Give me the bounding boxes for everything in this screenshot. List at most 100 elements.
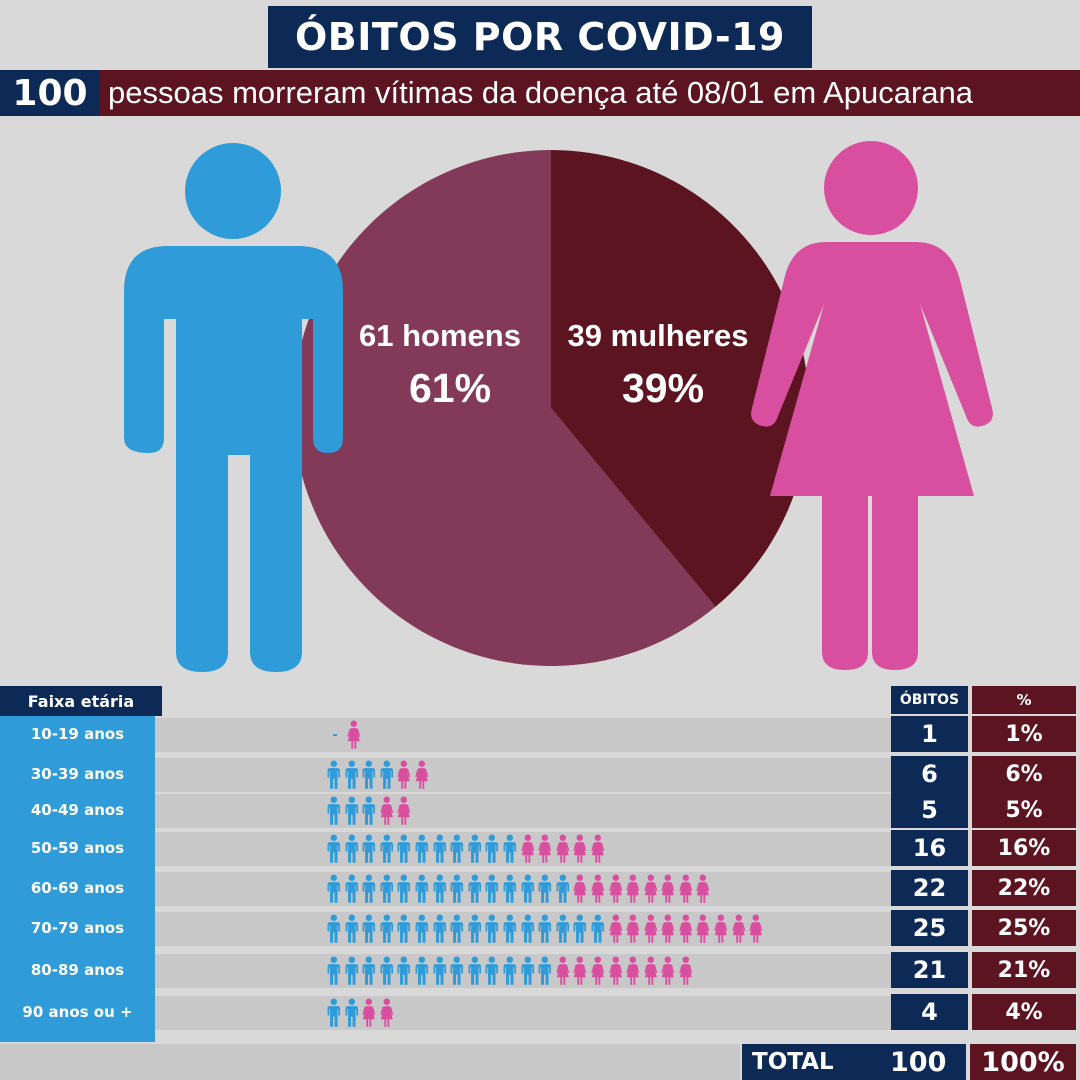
- female-figure-icon: [714, 914, 728, 943]
- female-figure-icon: [731, 914, 745, 943]
- male-figure-icon: [345, 956, 358, 985]
- male-figure-icon: [556, 874, 569, 903]
- male-figure-icon: [327, 956, 341, 985]
- age-range-label: 90 anos ou +: [22, 1003, 133, 1021]
- percent-cell: 16%: [972, 830, 1076, 866]
- table-row: 90 anos ou + 4 4%: [0, 994, 1080, 1030]
- total-count: 100: [890, 1046, 947, 1078]
- female-figure-icon: [573, 956, 587, 985]
- male-figure-icon: [362, 874, 376, 903]
- male-figure-icon: [485, 874, 499, 903]
- female-figure-icon: [696, 914, 710, 943]
- death-count-cell: 6: [891, 756, 968, 792]
- female-figure-icon: [538, 834, 552, 863]
- male-figure-icon: [450, 956, 464, 985]
- male-figure-icon: [433, 914, 446, 943]
- female-figure-icon: [626, 874, 640, 903]
- age-range-label: 40-49 anos: [30, 801, 125, 819]
- death-count-cell: 1: [891, 716, 968, 752]
- male-figure-icon: [327, 834, 341, 863]
- male-figure-icon: [415, 874, 429, 903]
- male-figure-icon: [485, 956, 499, 985]
- table-row: 10-19 anos - 1 1%: [0, 716, 1080, 752]
- male-figure-icon: [345, 998, 358, 1027]
- total-label: TOTAL: [752, 1049, 834, 1075]
- male-figure-icon: [450, 914, 464, 943]
- male-figure-icon: [124, 143, 343, 672]
- pie-percent-women: 39%: [621, 365, 705, 411]
- table-row: 70-79 anos 25 25%: [0, 910, 1080, 946]
- male-figure-icon: [327, 760, 341, 789]
- male-figure-icon: [468, 834, 481, 863]
- pie-percent-men: 61%: [408, 365, 492, 411]
- male-figure-icon: [538, 956, 552, 985]
- female-figure-icon: [591, 834, 605, 863]
- percent-cell: 22%: [972, 870, 1076, 906]
- total-row: TOTAL 100: [742, 1044, 966, 1080]
- table-row: 60-69 anos 22 22%: [0, 870, 1080, 906]
- male-figure-icon: [397, 914, 411, 943]
- male-figure-icon: [380, 956, 393, 985]
- female-figure-icon: [591, 956, 605, 985]
- male-figure-icon: [503, 834, 516, 863]
- age-range-label: 10-19 anos: [30, 725, 125, 743]
- pie-slice-women: [551, 150, 810, 607]
- male-figure-icon: [345, 760, 358, 789]
- figure-icon-row: -: [325, 718, 363, 752]
- female-figure-icon: [643, 956, 657, 985]
- row-band: [155, 872, 892, 906]
- bottom-band: [0, 1044, 740, 1080]
- male-figure-icon: [415, 956, 429, 985]
- male-figure-icon: [362, 796, 376, 825]
- female-figure-icon: [380, 796, 394, 825]
- female-figure-icon: [608, 956, 622, 985]
- female-figure-icon: [556, 834, 570, 863]
- male-figure-icon: [521, 874, 534, 903]
- male-figure-icon: [415, 914, 429, 943]
- male-figure-icon: [362, 834, 376, 863]
- female-figure-icon: [573, 874, 587, 903]
- male-figure-icon: [380, 760, 393, 789]
- percent-cell: 4%: [972, 994, 1076, 1030]
- death-count-cell: 16: [891, 830, 968, 866]
- female-figure-icon: [347, 720, 361, 749]
- female-figure-icon: [661, 914, 675, 943]
- female-figure-icon: [380, 998, 394, 1027]
- female-figure-icon: [573, 834, 587, 863]
- female-figure-icon: [643, 874, 657, 903]
- female-figure-icon: [397, 760, 411, 789]
- male-figure-icon: [362, 760, 376, 789]
- female-figure-icon: [696, 874, 710, 903]
- percent-cell: 5%: [972, 792, 1076, 828]
- gender-pie-chart: [124, 141, 993, 672]
- total-percent: 100%: [970, 1044, 1076, 1080]
- page-title: ÓBITOS POR COVID-19: [268, 6, 812, 68]
- death-count-cell: 4: [891, 994, 968, 1030]
- age-range-label: 80-89 anos: [30, 961, 125, 979]
- male-figure-icon: [380, 874, 393, 903]
- female-figure-icon: [556, 956, 570, 985]
- age-range-label: 70-79 anos: [30, 919, 125, 937]
- female-figure-icon: [749, 914, 763, 943]
- percent-cell: 21%: [972, 952, 1076, 988]
- female-figure-icon: [626, 914, 640, 943]
- age-column-header: Faixa etária: [0, 686, 162, 716]
- female-figure-icon: [415, 760, 429, 789]
- male-figure-icon: [450, 874, 464, 903]
- table-row: 40-49 anos 5 5%: [0, 792, 1080, 828]
- male-figure-icon: [433, 874, 446, 903]
- percent-cell: 1%: [972, 716, 1076, 752]
- age-range-label: 60-69 anos: [30, 879, 125, 897]
- male-figure-icon: [362, 914, 376, 943]
- male-figure-icon: [521, 956, 534, 985]
- percent-column-header: %: [972, 686, 1076, 714]
- female-figure-icon: [643, 914, 657, 943]
- row-band: [155, 718, 892, 752]
- male-figure-icon: [362, 956, 376, 985]
- death-count-cell: 22: [891, 870, 968, 906]
- row-band: [155, 954, 892, 988]
- male-figure-icon: [573, 914, 587, 943]
- female-figure-icon: [520, 834, 534, 863]
- age-range-label: 50-59 anos: [30, 839, 125, 857]
- male-figure-icon: [345, 914, 358, 943]
